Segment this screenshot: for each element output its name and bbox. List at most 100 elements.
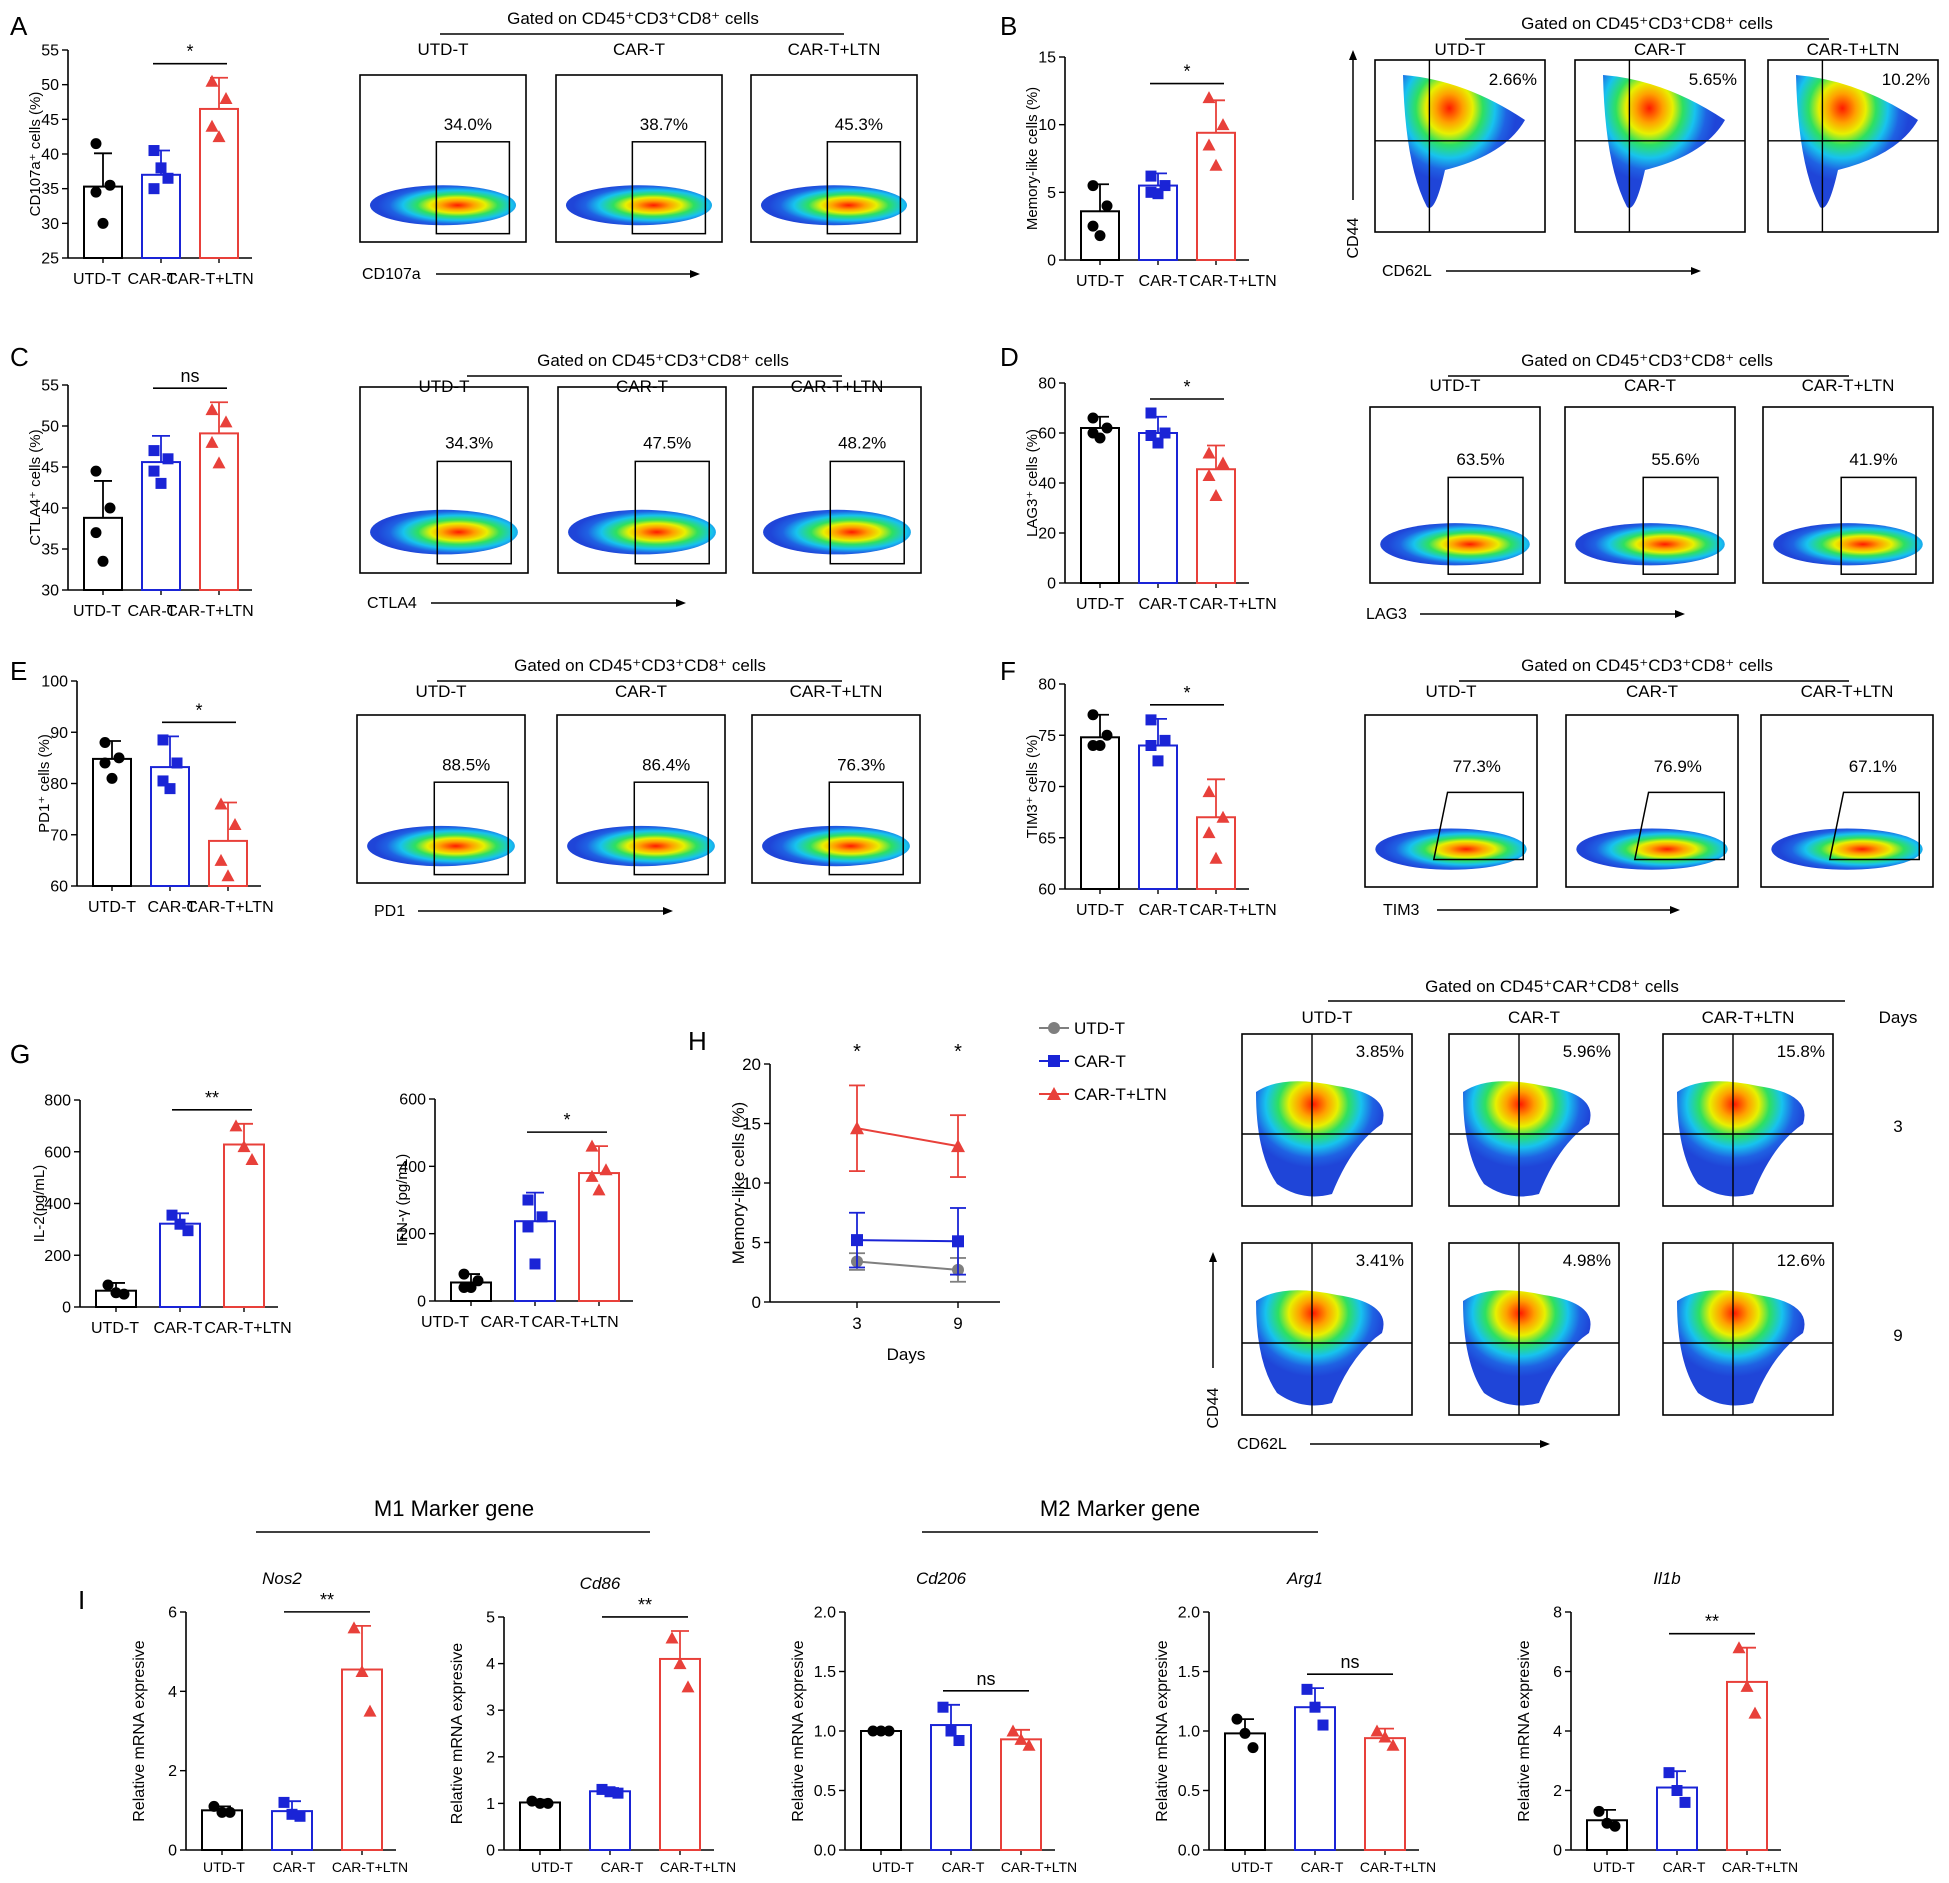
x-tick-label: CAR-T+LTN [1189, 902, 1276, 919]
data-point-ltn [585, 1169, 599, 1182]
x-tick-label: CAR-T+LTN [1722, 1859, 1798, 1875]
chart-title: Cd86 [580, 1574, 621, 1593]
bar-CAR-T+LTN [1726, 1680, 1768, 1851]
panel-letter: B [1000, 11, 1017, 41]
y-tick-label: 15 [1038, 50, 1056, 67]
y-tick-label: 0 [417, 1294, 426, 1311]
data-point-utd [1087, 709, 1099, 721]
gate-percent: 45.3% [835, 115, 883, 134]
density-blob [567, 825, 715, 867]
flow-plot-frame [1364, 714, 1538, 888]
data-point-ltn [1202, 138, 1216, 151]
density-blob [1375, 828, 1527, 870]
bar-CAR-T [141, 173, 181, 259]
y-axis-label: CTLA4⁺ cells (%) [27, 429, 44, 545]
gate-percent: 4.98% [1563, 1251, 1611, 1270]
data-point-car [148, 465, 160, 477]
panel-letter: G [10, 1039, 30, 1069]
y-tick-label: 5 [1047, 185, 1056, 202]
data-point-car [1152, 437, 1164, 449]
x-tick-label: CAR-T [1663, 1859, 1706, 1875]
data-point-ltn [245, 1153, 259, 1166]
data-point-utd [875, 1725, 887, 1737]
y-tick-label: 5 [486, 1610, 495, 1627]
y-tick-label: 4 [486, 1656, 495, 1673]
data-point-utd [97, 217, 109, 229]
y-tick-label: 45 [41, 460, 59, 477]
data-point-car [1145, 430, 1157, 441]
x-tick-label: UTD-T [203, 1859, 245, 1875]
gate-rect [633, 781, 709, 876]
x-tick-label: UTD-T [1231, 1859, 1273, 1875]
y-tick-label: 100 [41, 674, 68, 691]
data-point-utd [97, 555, 109, 567]
data-point-ltn [1209, 851, 1223, 864]
y-tick-label: 80 [1038, 677, 1056, 694]
data-point-utd [118, 1288, 130, 1300]
x-tick-label: CAR-T+LTN [186, 899, 273, 916]
data-point-ltn [237, 1140, 251, 1153]
y-tick-label: 45 [41, 112, 59, 129]
gate-percent: 15.8% [1777, 1042, 1825, 1061]
data-point-car [166, 1209, 178, 1221]
data-point-ltn [205, 403, 219, 416]
panel-letter: E [10, 656, 27, 686]
density-blob [565, 185, 713, 226]
y-tick-label: 4 [168, 1684, 177, 1701]
bar-UTD-T [1080, 427, 1120, 584]
significance-label: ** [638, 1595, 652, 1615]
bar-CAR-T+LTN [223, 1143, 265, 1308]
data-point-car [953, 1735, 965, 1747]
y-axis-label: Memory-like cells (%) [729, 1102, 748, 1264]
flow-plot-frame [1762, 406, 1934, 584]
data-point-ltn [205, 119, 219, 132]
y-tick-label: 0 [486, 1843, 495, 1860]
data-point-utd [90, 527, 102, 539]
y-axis-label: IL-2(pg/mL) [31, 1165, 48, 1243]
x-tick-label: CAR-T+LTN [1189, 596, 1276, 613]
y-tick-label: 20 [1038, 526, 1056, 543]
bar-CAR-T+LTN [1196, 131, 1236, 261]
data-point-ltn [1202, 785, 1216, 798]
x-tick-label: CAR-T [148, 899, 197, 916]
bar-CAR-T+LTN [1000, 1738, 1042, 1851]
y-tick-label: 800 [44, 1093, 71, 1110]
y-tick-label: 40 [1038, 476, 1056, 493]
x-tick-label: CAR-T+LTN [1189, 273, 1276, 290]
data-point-car [1309, 1701, 1321, 1713]
gate-label: Gated on CD45⁺CD3⁺CD8⁺ cells [1521, 351, 1773, 370]
y-tick-label: 80 [1038, 376, 1056, 393]
gate-label: Gated on CD45⁺CD3⁺CD8⁺ cells [507, 9, 759, 28]
x-tick-label: CAR-T+LTN [332, 1859, 408, 1875]
x-tick-label: 9 [953, 1314, 962, 1333]
data-point-utd [113, 752, 125, 764]
significance-label: ** [320, 1590, 334, 1610]
chart-title: Arg1 [1286, 1569, 1323, 1588]
arrow-head [1209, 1252, 1217, 1262]
arrow-head [1670, 906, 1680, 914]
significance-label: ns [976, 1669, 995, 1689]
flow-group-label: CAR-T [1624, 376, 1676, 395]
flow-plot-frame [1767, 59, 1939, 233]
gate-label: Gated on CD45⁺CD3⁺CD8⁺ cells [537, 351, 789, 370]
x-tick-label: CAR-T [128, 603, 177, 620]
significance-label: * [195, 700, 202, 720]
data-point-utd [208, 1800, 220, 1812]
gate-percent: 5.96% [1563, 1042, 1611, 1061]
data-point-ltn [592, 1183, 606, 1196]
y-tick-label: 70 [1038, 779, 1056, 796]
density-blob [1576, 828, 1728, 870]
flow-group-label: UTD-T [1426, 682, 1477, 701]
data-point-car [522, 1221, 534, 1233]
data-point-utd [1247, 1742, 1259, 1754]
y-tick-label: 1.5 [814, 1664, 836, 1681]
flow-plot-frame [751, 714, 921, 884]
series-line-CAR-T [856, 1239, 959, 1243]
x-tick-label: UTD-T [1076, 273, 1124, 290]
flow-group-label: CAR-T+LTN [1802, 376, 1895, 395]
flow-y-axis-label: CD44 [1205, 1387, 1222, 1428]
gate-rect [1642, 476, 1719, 575]
data-point-car [1145, 407, 1157, 419]
density-blob [1463, 1081, 1591, 1197]
gate-percent: 76.3% [837, 755, 885, 774]
